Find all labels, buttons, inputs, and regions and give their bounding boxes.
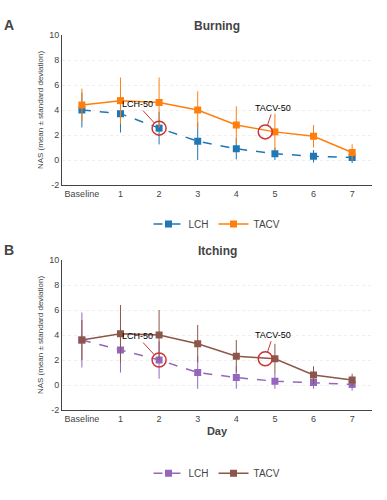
svg-text:Baseline: Baseline xyxy=(65,189,100,199)
svg-text:8: 8 xyxy=(54,280,59,290)
svg-text:NAS (mean ± standard deviation: NAS (mean ± standard deviation) xyxy=(36,51,45,170)
svg-text:1: 1 xyxy=(118,189,123,199)
svg-text:A: A xyxy=(4,17,14,33)
svg-text:LCH: LCH xyxy=(189,468,209,479)
svg-text:Baseline: Baseline xyxy=(65,414,100,424)
svg-text:6: 6 xyxy=(311,189,316,199)
svg-text:-2: -2 xyxy=(51,405,59,415)
svg-text:TACV: TACV xyxy=(254,468,280,479)
svg-text:8: 8 xyxy=(54,55,59,65)
svg-text:2: 2 xyxy=(54,130,59,140)
svg-text:TACV: TACV xyxy=(254,219,280,230)
svg-text:Burning: Burning xyxy=(194,19,240,33)
svg-text:10: 10 xyxy=(49,30,59,40)
svg-text:TACV-50: TACV-50 xyxy=(255,103,291,113)
svg-text:LCH: LCH xyxy=(189,219,209,230)
svg-text:0: 0 xyxy=(54,380,59,390)
svg-text:4: 4 xyxy=(54,330,59,340)
svg-text:0: 0 xyxy=(54,155,59,165)
svg-text:3: 3 xyxy=(195,189,200,199)
svg-text:5: 5 xyxy=(272,414,277,424)
svg-text:1: 1 xyxy=(118,414,123,424)
svg-text:7: 7 xyxy=(350,189,355,199)
svg-text:LCH-50: LCH-50 xyxy=(122,99,153,109)
svg-text:6: 6 xyxy=(311,414,316,424)
svg-text:6: 6 xyxy=(54,80,59,90)
svg-text:NAS (mean ± standard deviation: NAS (mean ± standard deviation) xyxy=(36,276,45,395)
svg-text:Day: Day xyxy=(207,425,228,437)
svg-text:4: 4 xyxy=(234,189,239,199)
svg-text:6: 6 xyxy=(54,305,59,315)
svg-text:7: 7 xyxy=(350,414,355,424)
svg-text:2: 2 xyxy=(157,414,162,424)
svg-text:-2: -2 xyxy=(51,180,59,190)
svg-text:B: B xyxy=(4,242,14,258)
svg-text:4: 4 xyxy=(234,414,239,424)
svg-text:LCH-50: LCH-50 xyxy=(122,331,153,341)
svg-text:3: 3 xyxy=(195,414,200,424)
svg-text:10: 10 xyxy=(49,255,59,265)
svg-text:2: 2 xyxy=(54,355,59,365)
svg-text:5: 5 xyxy=(272,189,277,199)
svg-text:2: 2 xyxy=(157,189,162,199)
svg-text:Itching: Itching xyxy=(198,244,237,258)
svg-text:4: 4 xyxy=(54,105,59,115)
svg-text:TACV-50: TACV-50 xyxy=(255,330,291,340)
